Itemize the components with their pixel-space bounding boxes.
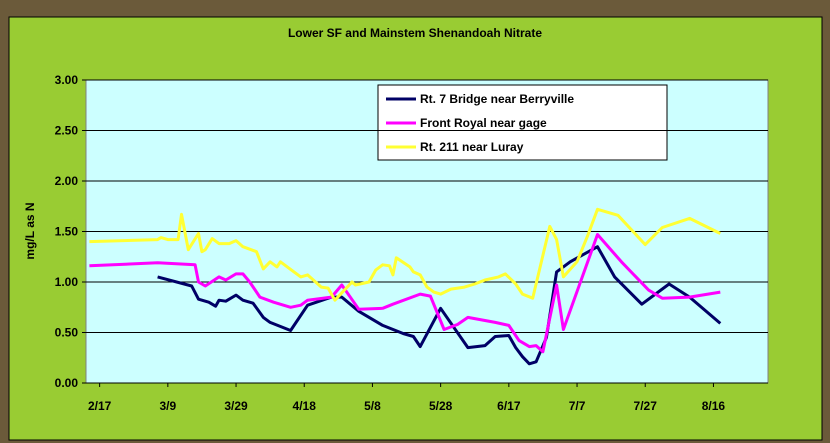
x-tick-label: 3/29 <box>224 399 248 413</box>
y-tick-label: 0.50 <box>55 326 79 340</box>
x-tick-label: 2/17 <box>88 399 112 413</box>
x-tick-label: 7/7 <box>569 399 586 413</box>
x-tick-label: 6/17 <box>497 399 521 413</box>
x-tick-label: 3/9 <box>159 399 176 413</box>
y-tick-label: 2.50 <box>55 124 79 138</box>
y-tick-label: 1.00 <box>55 275 79 289</box>
x-tick-label: 5/8 <box>364 399 381 413</box>
y-tick-label: 3.00 <box>55 73 79 87</box>
y-tick-label: 1.50 <box>55 225 79 239</box>
x-tick-label: 4/18 <box>293 399 317 413</box>
y-axis-label: mg/L as N <box>23 202 37 259</box>
x-tick-label: 7/27 <box>634 399 658 413</box>
chart-title: Lower SF and Mainstem Shenandoah Nitrate <box>288 26 542 40</box>
chart: Lower SF and Mainstem Shenandoah Nitrate… <box>0 0 830 443</box>
y-tick-label: 2.00 <box>55 174 79 188</box>
y-tick-label: 0.00 <box>55 376 79 390</box>
x-tick-label: 5/28 <box>429 399 453 413</box>
legend-label: Front Royal near gage <box>420 116 547 130</box>
legend-label: Rt. 7 Bridge near Berryville <box>420 92 574 106</box>
x-tick-label: 8/16 <box>702 399 726 413</box>
legend-label: Rt. 211 near Luray <box>420 140 524 154</box>
page: {"chart_data":{"type":"line","title":"Lo… <box>0 0 830 443</box>
